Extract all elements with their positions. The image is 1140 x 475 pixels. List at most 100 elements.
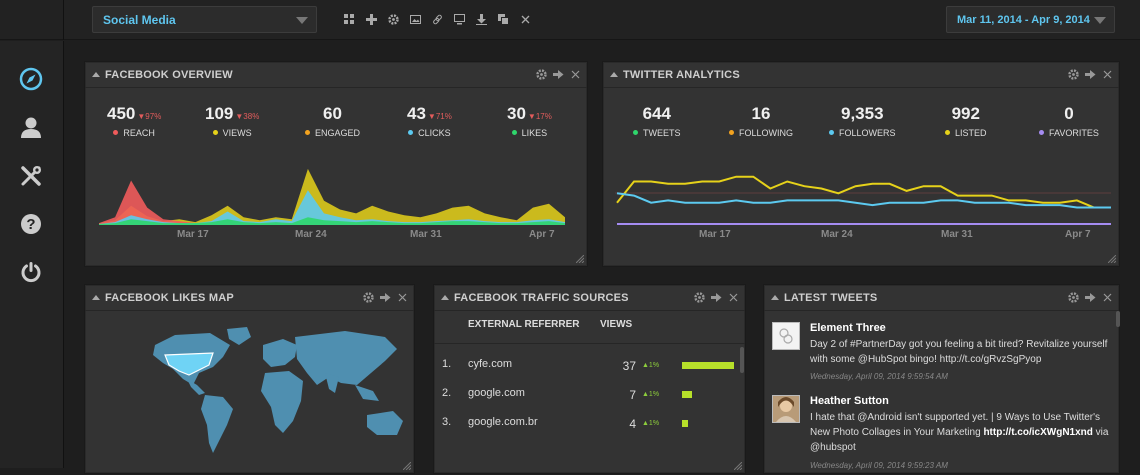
referrer-row[interactable]: 3. google.com.br 4 ▲1% [434, 416, 745, 444]
widget-header[interactable]: TWITTER ANALYTICS [603, 62, 1119, 88]
stat-tweets: 644 TWEETS [633, 104, 681, 138]
tweet-link[interactable]: http://t.co/icXWgN1xnd [983, 427, 1093, 438]
arrow-right-icon[interactable] [380, 292, 391, 303]
gear-icon[interactable] [363, 292, 374, 303]
map-region-greenland [227, 327, 251, 345]
resize-handle-icon[interactable] [734, 462, 742, 470]
tweet-item[interactable]: Heather Sutton I hate that @Android isn'… [772, 395, 1108, 475]
date-range-select[interactable]: Mar 11, 2014 - Apr 9, 2014 [946, 6, 1115, 33]
tweet-author[interactable]: Heather Sutton [810, 395, 889, 407]
column-header-views[interactable]: VIEWS [600, 319, 633, 330]
tweet-author[interactable]: Element Three [810, 322, 886, 334]
dashboard-name: Social Media [103, 13, 176, 27]
stat-value: 43 ▼71% [407, 104, 452, 124]
close-icon[interactable] [518, 12, 532, 26]
map-region-southeast-asia [355, 385, 379, 401]
chevron-down-icon [296, 17, 308, 24]
stat-clicks: 43 ▼71% CLICKS [407, 104, 452, 138]
map-region-australia [367, 411, 403, 435]
collapse-icon[interactable] [610, 72, 618, 77]
referrer-bar [682, 362, 734, 369]
legend-dot [829, 130, 834, 136]
close-icon[interactable] [1102, 69, 1113, 80]
arrow-right-icon[interactable] [1085, 292, 1096, 303]
legend-dot [945, 130, 950, 136]
tweet-text: Day 2 of #PartnerDay got you feeling a b… [810, 339, 1108, 365]
gear-icon[interactable] [1068, 69, 1079, 80]
stat-label-text: ENGAGED [315, 128, 361, 138]
world-map[interactable] [135, 325, 435, 465]
stat-change: ▼17% [527, 112, 552, 121]
widget-header[interactable]: LATEST TWEETS [764, 285, 1119, 311]
x-tick-label: Mar 31 [941, 229, 973, 240]
latest-tweets-widget: LATEST TWEETS Element Three Day 2 of #Pa… [763, 284, 1120, 474]
gear-icon[interactable] [1068, 292, 1079, 303]
help-icon[interactable]: ? [18, 211, 44, 237]
stat-number: 0 [1064, 104, 1074, 123]
widget-title: LATEST TWEETS [784, 292, 878, 304]
link-icon[interactable] [430, 12, 444, 26]
add-icon[interactable] [364, 12, 378, 26]
dashboard-select[interactable]: Social Media [92, 6, 317, 33]
widget-header[interactable]: FACEBOOK OVERVIEW [85, 62, 587, 88]
referrer-row[interactable]: 2. google.com 7 ▲1% [434, 387, 745, 415]
scrollbar[interactable] [740, 347, 744, 373]
tweet-item[interactable]: Element Three Day 2 of #PartnerDay got y… [772, 322, 1107, 384]
resize-handle-icon[interactable] [1108, 255, 1116, 263]
x-tick-label: Mar 17 [699, 229, 731, 240]
stat-value: 60 [305, 104, 360, 124]
avatar[interactable] [772, 395, 800, 423]
column-header-referrer[interactable]: EXTERNAL REFERRER [468, 319, 580, 330]
grid-icon[interactable] [342, 12, 356, 26]
stat-change: ▼38% [235, 112, 260, 121]
collapse-icon[interactable] [92, 295, 100, 300]
close-icon[interactable] [570, 69, 581, 80]
facebook-overview-widget: FACEBOOK OVERVIEW 450 ▼97% REACH 109 ▼38% VIE… [84, 61, 588, 267]
monitor-icon[interactable] [452, 12, 466, 26]
close-icon[interactable] [1102, 292, 1113, 303]
map-region-usa [164, 352, 214, 376]
stat-value: 992 [945, 104, 987, 124]
download-icon[interactable] [474, 12, 488, 26]
legend-dot [511, 130, 517, 136]
avatar[interactable] [772, 322, 800, 350]
user-icon[interactable] [18, 114, 44, 140]
x-tick-label: Apr 7 [529, 229, 555, 240]
stat-label-text: LIKES [521, 128, 548, 138]
stat-change: ▼97% [137, 112, 162, 121]
stat-label: VIEWS [205, 128, 259, 138]
legend-dot [1039, 130, 1044, 136]
widget-header[interactable]: FACEBOOK LIKES MAP [85, 285, 414, 311]
image-icon[interactable] [408, 12, 422, 26]
collapse-icon[interactable] [771, 295, 779, 300]
map-region-central-america [187, 379, 205, 395]
tweet-text: I hate that @Android isn't supported yet… [810, 410, 1110, 455]
collapse-icon[interactable] [92, 72, 100, 77]
resize-handle-icon[interactable] [576, 255, 584, 263]
arrow-right-icon[interactable] [1085, 69, 1096, 80]
gear-icon[interactable] [536, 69, 547, 80]
tools-icon[interactable] [18, 163, 44, 189]
arrow-right-icon[interactable] [711, 292, 722, 303]
close-icon[interactable] [728, 292, 739, 303]
gear-icon[interactable] [386, 12, 400, 26]
referrer-site[interactable]: cyfe.com [468, 358, 513, 370]
arrow-right-icon[interactable] [553, 69, 564, 80]
power-icon[interactable] [18, 259, 44, 285]
map-region-south-america [201, 395, 233, 453]
referrer-site[interactable]: google.com.br [468, 416, 538, 428]
widget-title: FACEBOOK OVERVIEW [105, 69, 233, 81]
referrer-site[interactable]: google.com [468, 387, 525, 399]
stat-value: 450 ▼97% [107, 104, 161, 124]
scrollbar[interactable] [1116, 311, 1120, 327]
referrer-row[interactable]: 1. cyfe.com 37 ▲1% [434, 358, 745, 386]
gear-icon[interactable] [694, 292, 705, 303]
stat-number: 644 [642, 104, 671, 123]
collapse-icon[interactable] [441, 295, 449, 300]
copy-icon[interactable] [496, 12, 510, 26]
stat-label-text: FAVORITES [1049, 128, 1099, 138]
widget-header[interactable]: FACEBOOK TRAFFIC SOURCES [434, 285, 745, 311]
resize-handle-icon[interactable] [403, 462, 411, 470]
compass-icon[interactable] [18, 66, 44, 92]
close-icon[interactable] [397, 292, 408, 303]
